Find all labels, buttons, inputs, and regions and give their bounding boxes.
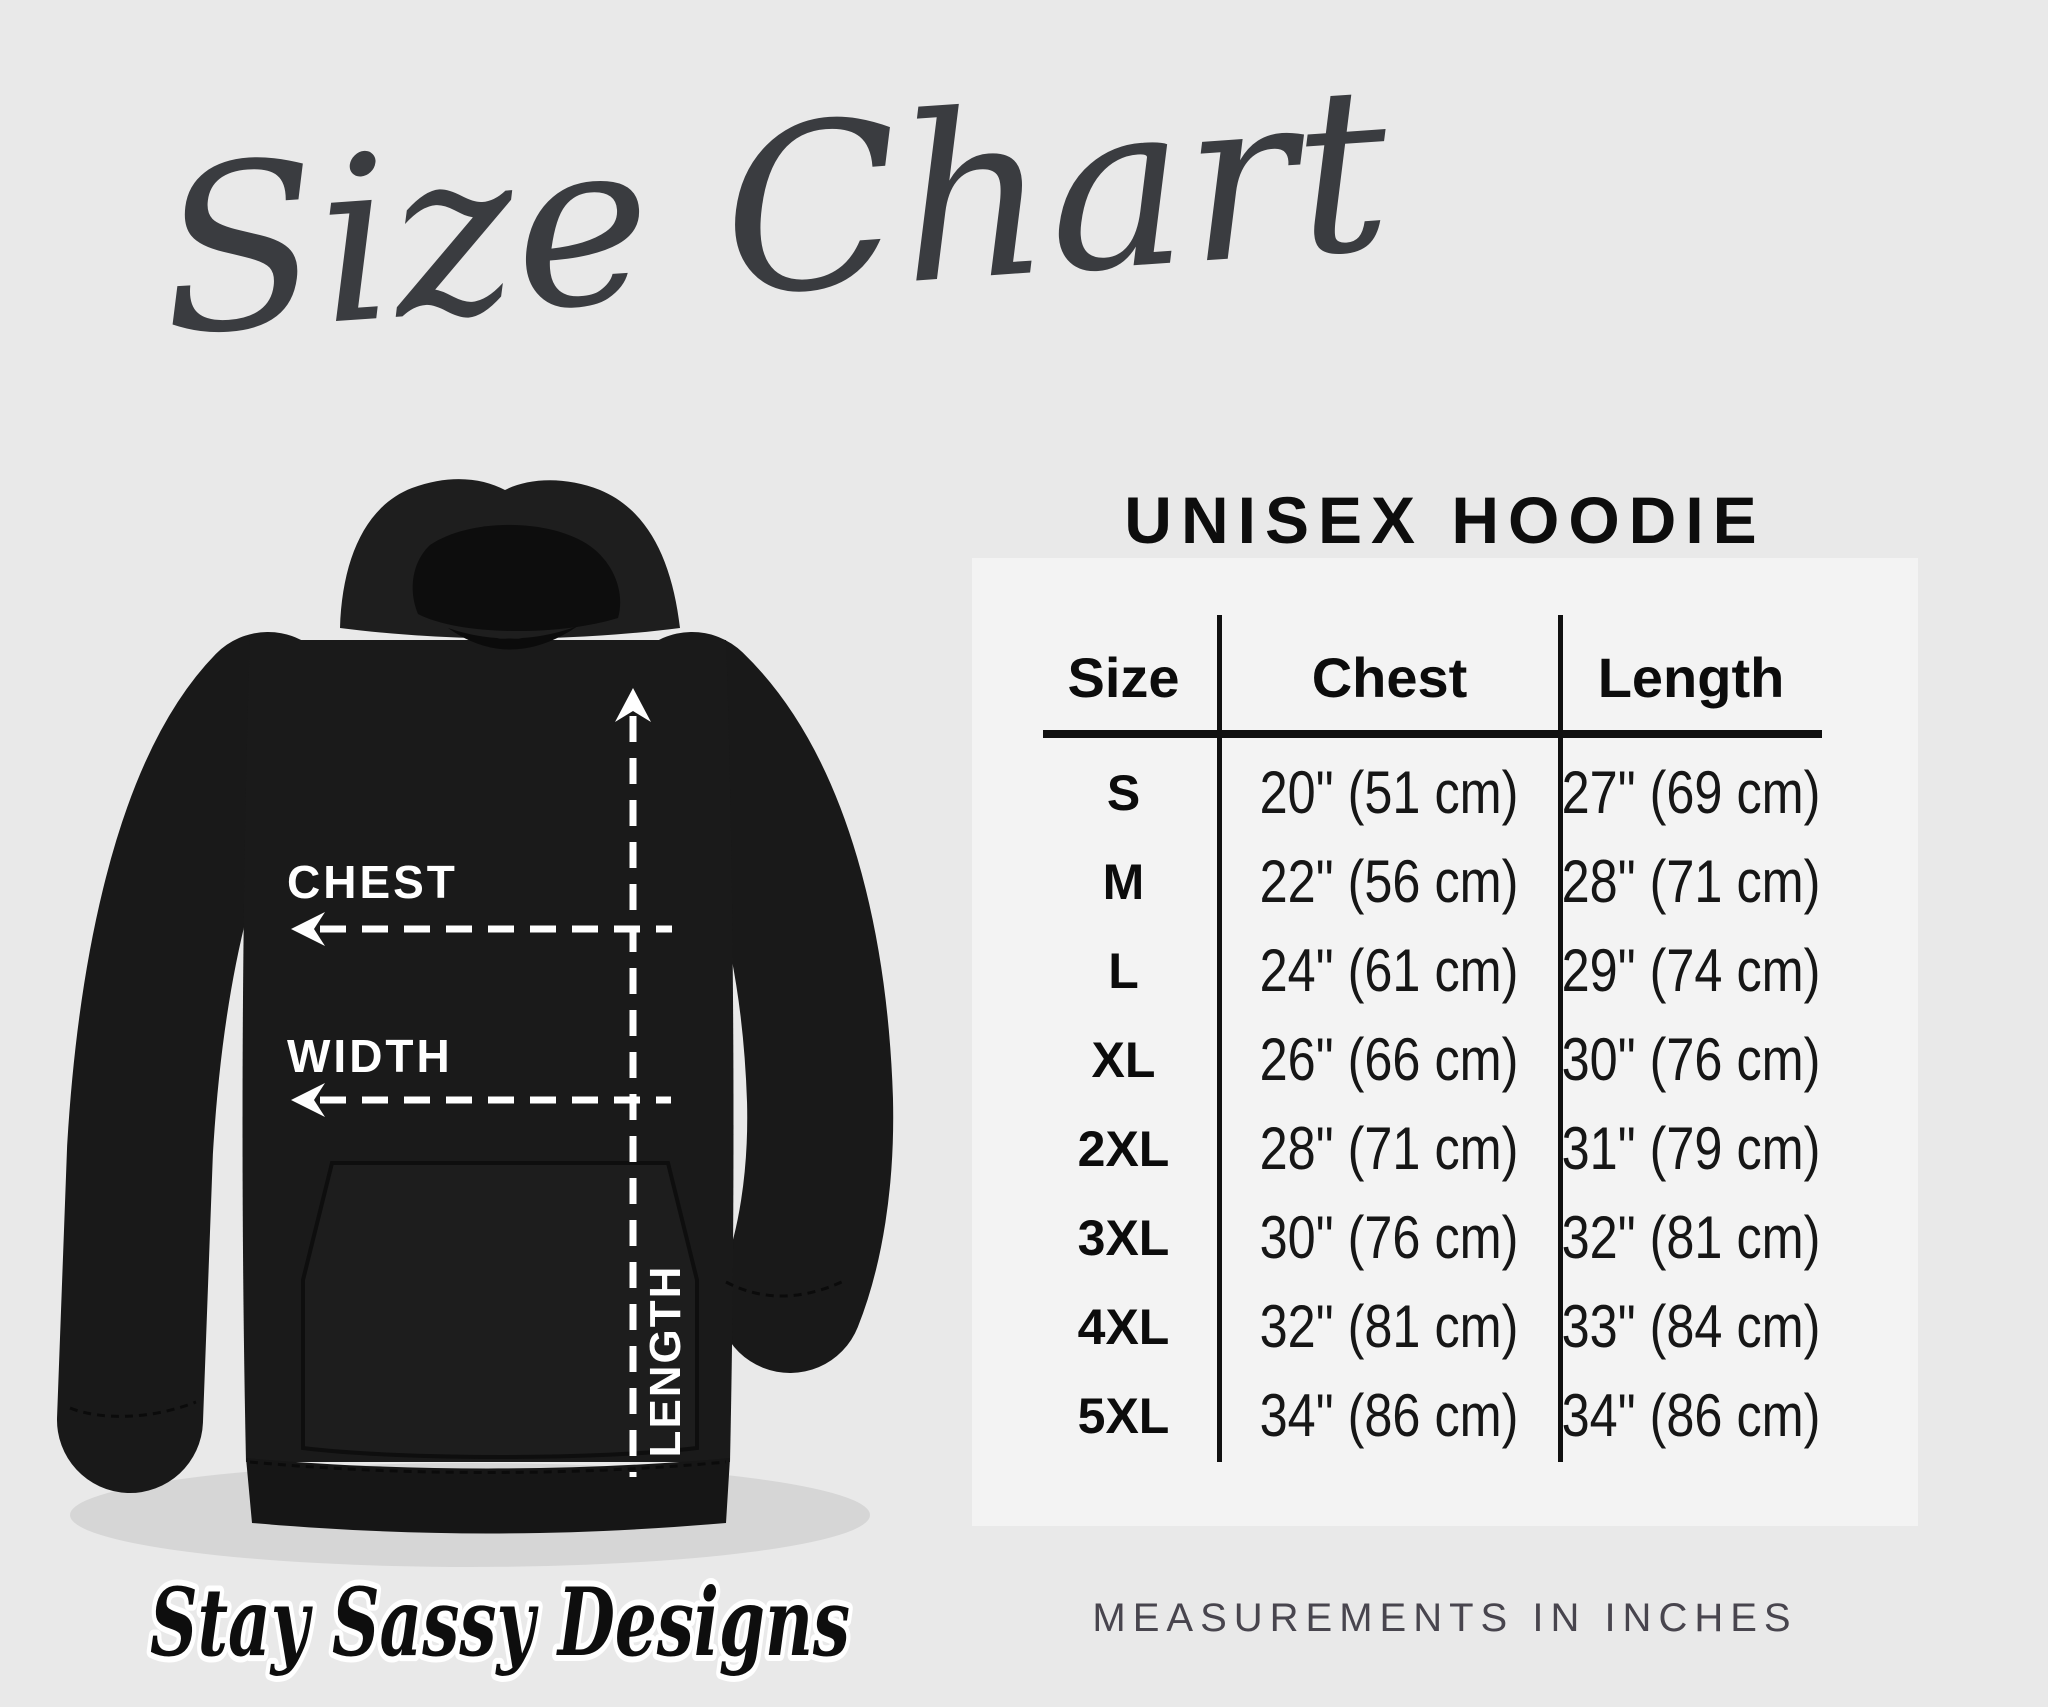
hoodie-right-cuff-seam — [725, 1278, 847, 1298]
page-title: Size Chart — [152, 36, 1398, 387]
column-header-length: Length — [1597, 645, 1785, 709]
length-cell: 27" (69 cm) — [1561, 759, 1821, 826]
chest-cell: 30" (76 cm) — [1260, 1204, 1519, 1271]
length-cell: 34" (86 cm) — [1561, 1382, 1821, 1449]
up-arrowhead-icon — [615, 688, 651, 722]
size-cell: 5XL — [1077, 1387, 1170, 1444]
chest-cell: 32" (81 cm) — [1260, 1293, 1519, 1360]
length-label: LENGTH — [641, 1265, 690, 1458]
hoodie-neck-shadow — [448, 626, 578, 650]
hoodie-left-sleeve — [57, 632, 341, 1493]
table-row: M 22" (56 cm) 28" (71 cm) — [972, 837, 1918, 926]
chest-label: CHEST — [287, 856, 458, 908]
size-cell: L — [1108, 942, 1139, 999]
hoodie-pocket — [301, 1161, 699, 1459]
size-cell: XL — [1091, 1031, 1156, 1088]
units-footnote: MEASUREMENTS IN INCHES — [1092, 1596, 1798, 1640]
hoodie-hem-seam — [249, 1460, 727, 1474]
width-label: WIDTH — [287, 1030, 453, 1082]
chest-cell: 28" (71 cm) — [1260, 1115, 1519, 1182]
chest-cell: 20" (51 cm) — [1260, 759, 1519, 826]
left-arrowhead2-icon — [291, 1083, 325, 1117]
length-cell: 30" (76 cm) — [1561, 1026, 1821, 1093]
length-cell: 32" (81 cm) — [1561, 1204, 1821, 1271]
hoodie-hem-band — [246, 1458, 730, 1534]
table-body: S 20" (51 cm) 27" (69 cm) M 22" (56 cm) 28" (… — [972, 748, 1918, 1460]
brand-script: Stay Sassy Designs — [144, 1562, 856, 1684]
left-arrowhead-icon — [291, 912, 325, 946]
length-cell: 31" (79 cm) — [1561, 1115, 1821, 1182]
length-cell: 29" (74 cm) — [1561, 937, 1821, 1004]
hoodie-hood-opening — [412, 524, 621, 632]
table-column-divider-1 — [1217, 615, 1222, 1462]
table-row: 5XL 34" (86 cm) 34" (86 cm) — [972, 1371, 1918, 1460]
table-header-underline — [1043, 730, 1822, 738]
hoodie-illustration: CHEST WIDTH LENGTH — [57, 479, 894, 1567]
chest-cell: 24" (61 cm) — [1260, 937, 1519, 1004]
length-cell: 28" (71 cm) — [1561, 848, 1821, 915]
product-heading: UNISEX HOODIE — [1124, 483, 1766, 557]
column-header-size: Size — [1067, 645, 1180, 709]
size-cell: M — [1102, 853, 1145, 910]
table-row: S 20" (51 cm) 27" (69 cm) — [972, 748, 1918, 837]
table-row: 3XL 30" (76 cm) 32" (81 cm) — [972, 1193, 1918, 1282]
brand-name: Stay Sassy Designs — [150, 1568, 850, 1678]
table-row: 2XL 28" (71 cm) 31" (79 cm) — [972, 1104, 1918, 1193]
table-row: L 24" (61 cm) 29" (74 cm) — [972, 926, 1918, 1015]
size-cell: 2XL — [1077, 1120, 1170, 1177]
chest-cell: 34" (86 cm) — [1260, 1382, 1519, 1449]
chest-cell: 26" (66 cm) — [1260, 1026, 1519, 1093]
table-row: 4XL 32" (81 cm) 33" (84 cm) — [972, 1282, 1918, 1371]
size-cell: 4XL — [1077, 1298, 1170, 1355]
length-cell: 33" (84 cm) — [1561, 1293, 1821, 1360]
size-cell: 3XL — [1077, 1209, 1170, 1266]
size-table-panel: Size Chest Length S 20" (51 cm) 27" (69 cm… — [972, 558, 1918, 1526]
hoodie-left-cuff-seam — [69, 1400, 197, 1418]
table-column-divider-2 — [1558, 615, 1563, 1462]
title-script: Size Chart — [152, 36, 1398, 387]
column-header-chest: Chest — [1311, 645, 1468, 709]
chest-cell: 22" (56 cm) — [1260, 848, 1519, 915]
table-row: XL 26" (66 cm) 30" (76 cm) — [972, 1015, 1918, 1104]
table-header-row: Size Chest Length — [972, 642, 1918, 712]
size-cell: S — [1106, 764, 1141, 821]
hoodie-right-sleeve — [619, 632, 894, 1373]
